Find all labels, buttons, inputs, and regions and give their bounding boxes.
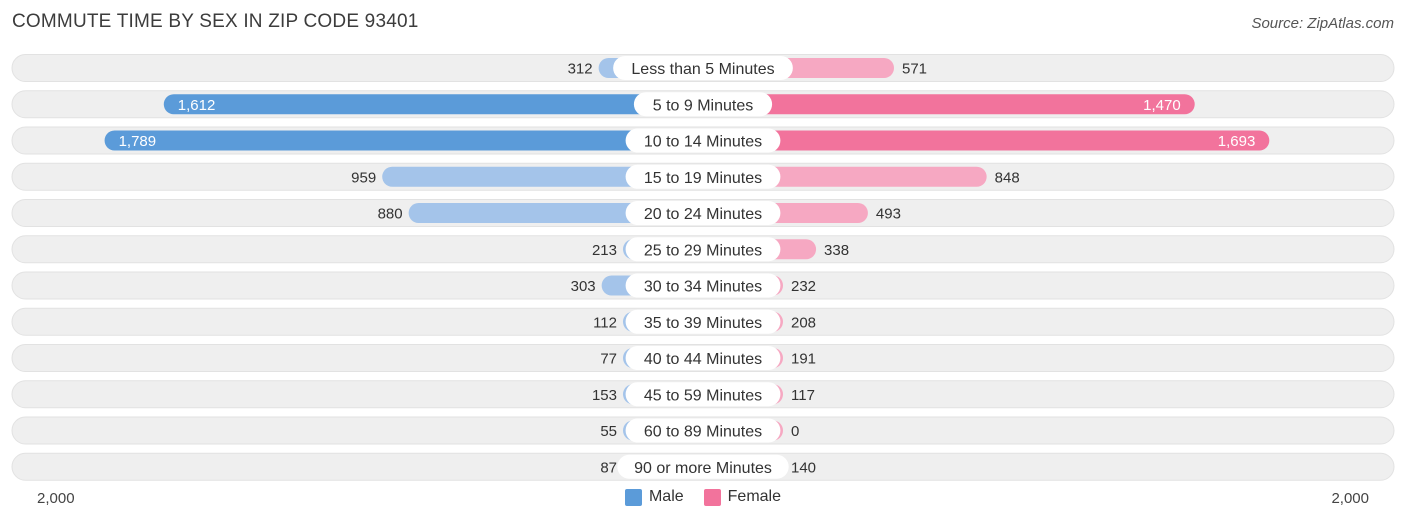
category-label: 60 to 89 Minutes (644, 424, 762, 441)
category-label: 25 to 29 Minutes (644, 242, 762, 259)
legend-swatch-female (703, 488, 721, 506)
bar-female (703, 94, 1195, 115)
bar-male (163, 94, 703, 115)
value-label-female: 0 (791, 423, 799, 440)
source-note: Source: ZipAtlas.com (1251, 15, 1394, 32)
value-label-male: 77 (600, 351, 617, 368)
category-pill (625, 382, 781, 407)
category-pill (625, 237, 781, 262)
category-label: 30 to 34 Minutes (644, 279, 762, 296)
chart-title: COMMUTE TIME BY SEX IN ZIP CODE 93401 (12, 11, 419, 32)
category-label: 90 or more Minutes (634, 460, 772, 477)
value-label-female: 1,693 (1218, 133, 1256, 150)
bar-male (104, 130, 704, 151)
category-pill (617, 454, 789, 479)
category-label: Less than 5 Minutes (631, 61, 774, 78)
value-label-female: 117 (791, 387, 815, 404)
value-label-female: 208 (791, 314, 816, 331)
value-label-male: 959 (351, 169, 376, 186)
value-label-female: 232 (791, 278, 816, 295)
legend-item-female[interactable]: Female (703, 488, 782, 506)
value-label-male: 153 (592, 387, 617, 404)
category-pill (625, 128, 781, 153)
value-label-male: 1,789 (119, 133, 157, 150)
category-pill (625, 418, 781, 443)
legend-label-female: Female (727, 488, 782, 505)
bar-female (703, 130, 1270, 151)
value-label-female: 571 (902, 61, 927, 78)
value-label-male: 87 (600, 459, 617, 476)
category-pill (625, 346, 781, 370)
value-label-male: 312 (568, 61, 593, 78)
legend: Male Female (0, 488, 1406, 506)
value-label-female: 493 (876, 206, 901, 223)
value-label-male: 1,612 (178, 97, 216, 114)
value-label-male: 112 (593, 314, 617, 331)
category-label: 10 to 14 Minutes (644, 134, 762, 151)
bar-male (382, 166, 703, 187)
value-label-male: 55 (600, 423, 617, 440)
category-label: 40 to 44 Minutes (644, 351, 762, 368)
category-label: 5 to 9 Minutes (653, 97, 754, 114)
axis-tick-left: 2,000 (37, 490, 75, 507)
axis-tick-right: 2,000 (1331, 490, 1369, 507)
category-label: 35 to 39 Minutes (644, 315, 762, 332)
category-pill (625, 164, 781, 189)
category-pill (625, 309, 781, 334)
category-label: 15 to 19 Minutes (644, 170, 762, 187)
value-label-male: 303 (571, 278, 596, 295)
value-label-female: 140 (791, 459, 816, 476)
value-label-female: 338 (824, 242, 849, 259)
category-pill (625, 201, 781, 225)
category-label: 20 to 24 Minutes (644, 206, 762, 223)
legend-item-male[interactable]: Male (624, 488, 684, 506)
legend-swatch-male (624, 488, 642, 506)
value-label-female: 848 (995, 169, 1020, 186)
category-pill (613, 56, 793, 80)
category-pill (633, 92, 773, 117)
category-label: 45 to 59 Minutes (644, 387, 762, 404)
category-pill (625, 273, 781, 298)
value-label-male: 213 (592, 242, 617, 259)
legend-label-male: Male (648, 488, 684, 505)
value-label-female: 191 (791, 351, 816, 368)
value-label-male: 880 (378, 206, 403, 223)
value-label-female: 1,470 (1143, 97, 1181, 114)
